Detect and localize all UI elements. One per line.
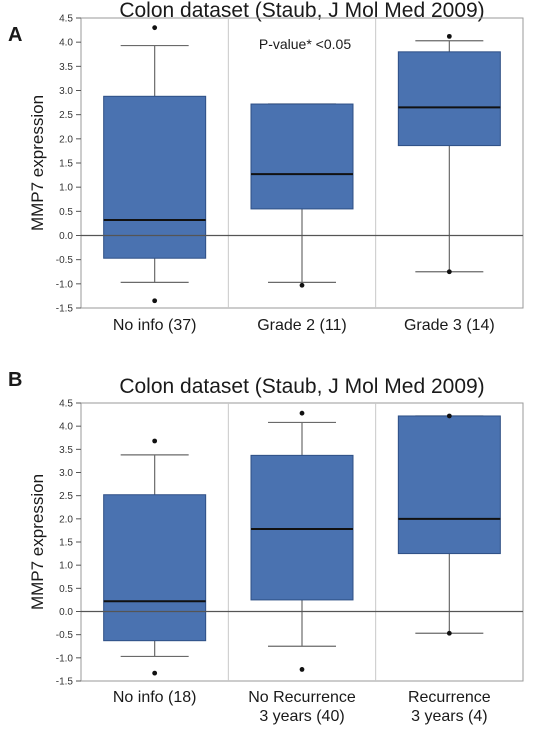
y-tick-label: 1.5 bbox=[59, 538, 73, 549]
x-category-label: 3 years (40) bbox=[259, 708, 344, 725]
box-1: No info (37) bbox=[103, 25, 207, 334]
iqr-box bbox=[103, 95, 207, 259]
y-tick-label: 4.5 bbox=[59, 14, 73, 25]
y-tick-label: -1.0 bbox=[56, 279, 74, 290]
y-tick-label: 0.0 bbox=[59, 607, 73, 618]
y-tick-label: 2.0 bbox=[59, 514, 73, 525]
y-tick-label: 4.0 bbox=[59, 422, 73, 433]
x-category-label: Recurrence bbox=[408, 689, 491, 706]
outlier-point bbox=[152, 25, 158, 31]
box-3: Recurrence 3 years (4) bbox=[397, 413, 501, 725]
outlier-point bbox=[152, 438, 158, 444]
y-tick-label: 4.5 bbox=[59, 399, 73, 410]
x-category-label: No Recurrence bbox=[248, 689, 356, 706]
outlier-point bbox=[299, 282, 305, 288]
y-tick-label: -1.5 bbox=[56, 304, 74, 315]
y-tick-label: 1.0 bbox=[59, 561, 73, 572]
y-tick-label: 0.5 bbox=[59, 207, 73, 218]
y-tick-label: 0.5 bbox=[59, 584, 73, 595]
chart-title: Colon dataset (Staub, J Mol Med 2009) bbox=[119, 375, 484, 398]
box-2: Grade 2 (11) bbox=[250, 103, 354, 334]
panel-letter: B bbox=[8, 369, 22, 391]
iqr-box bbox=[397, 51, 501, 147]
outlier-point bbox=[446, 33, 452, 39]
y-tick-label: -0.5 bbox=[56, 255, 74, 266]
y-tick-label: -1.0 bbox=[56, 653, 74, 664]
y-tick-label: 3.5 bbox=[59, 445, 73, 456]
y-tick-label: 2.0 bbox=[59, 134, 73, 145]
iqr-box bbox=[250, 103, 354, 210]
x-category-label: No info (37) bbox=[113, 317, 197, 334]
outlier-point bbox=[446, 413, 452, 419]
x-category-label: Grade 2 (11) bbox=[257, 317, 347, 334]
iqr-box bbox=[103, 494, 207, 642]
outlier-point bbox=[299, 667, 305, 672]
y-tick-label: 3.0 bbox=[59, 86, 73, 97]
x-category-label: Grade 3 (14) bbox=[404, 317, 495, 334]
x-category-label: 3 years (4) bbox=[411, 708, 487, 725]
y-tick-label: 1.5 bbox=[59, 159, 73, 170]
y-axis-label: MMP7 expression bbox=[28, 474, 47, 610]
y-tick-label: -1.5 bbox=[56, 677, 74, 688]
outlier-point bbox=[152, 670, 158, 676]
box-2: No Recurrence 3 years (40) bbox=[248, 410, 356, 725]
y-tick-label: 2.5 bbox=[59, 491, 73, 502]
panel-b: Colon dataset (Staub, J Mol Med 2009) B -1… bbox=[8, 369, 524, 725]
y-tick-label: 2.5 bbox=[59, 110, 73, 121]
y-tick-label: 3.0 bbox=[59, 468, 73, 479]
panel-letter: A bbox=[8, 24, 22, 46]
y-tick-label: -0.5 bbox=[56, 630, 74, 641]
panel-a: Colon dataset (Staub, J Mol Med 2009) A -1… bbox=[8, 0, 524, 334]
box-1: No info (18) bbox=[103, 438, 207, 706]
x-category-label: No info (18) bbox=[113, 689, 197, 706]
y-axis-label: MMP7 expression bbox=[28, 95, 47, 231]
outlier-point bbox=[152, 298, 158, 304]
iqr-box bbox=[397, 415, 501, 555]
outlier-point bbox=[299, 410, 305, 416]
outlier-point bbox=[446, 269, 452, 275]
iqr-box bbox=[250, 454, 354, 601]
box-3: Grade 3 (14) bbox=[397, 33, 501, 334]
y-tick-label: 4.0 bbox=[59, 38, 73, 49]
y-tick-label: 3.5 bbox=[59, 62, 73, 73]
y-tick-label: 0.0 bbox=[59, 231, 73, 242]
chart-title: Colon dataset (Staub, J Mol Med 2009) bbox=[119, 0, 484, 22]
p-value-annotation: P-value* <0.05 bbox=[259, 36, 351, 52]
y-tick-label: 1.0 bbox=[59, 183, 73, 194]
outlier-point bbox=[446, 630, 452, 636]
